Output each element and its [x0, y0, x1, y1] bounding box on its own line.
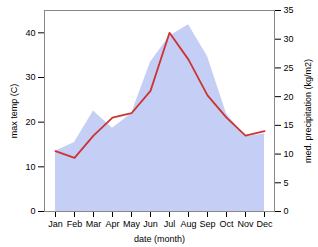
svg-text:Dec: Dec	[256, 219, 273, 229]
svg-text:Jun: Jun	[143, 219, 158, 229]
svg-text:Oct: Oct	[219, 219, 234, 229]
svg-text:date (month): date (month)	[134, 234, 185, 244]
svg-text:Mar: Mar	[86, 219, 102, 229]
svg-text:0: 0	[30, 206, 35, 216]
svg-text:20: 20	[284, 92, 294, 102]
svg-text:20: 20	[25, 117, 35, 127]
svg-text:max temp (C): max temp (C)	[9, 84, 19, 139]
svg-text:10: 10	[284, 149, 294, 159]
svg-text:40: 40	[25, 28, 35, 38]
svg-text:30: 30	[25, 72, 35, 82]
svg-text:35: 35	[284, 5, 294, 15]
svg-text:15: 15	[284, 120, 294, 130]
svg-text:0: 0	[284, 206, 289, 216]
svg-text:Jul: Jul	[164, 219, 176, 229]
svg-text:Aug: Aug	[180, 219, 196, 229]
svg-text:25: 25	[284, 63, 294, 73]
svg-text:Sep: Sep	[199, 219, 215, 229]
svg-text:10: 10	[25, 162, 35, 172]
svg-text:med. precipitation (kg/m2): med. precipitation (kg/m2)	[303, 59, 313, 163]
svg-text:30: 30	[284, 34, 294, 44]
svg-text:Apr: Apr	[105, 219, 119, 229]
svg-text:Jan: Jan	[48, 219, 63, 229]
svg-text:May: May	[123, 219, 141, 229]
svg-text:5: 5	[284, 178, 289, 188]
svg-text:Feb: Feb	[67, 219, 83, 229]
svg-text:Nov: Nov	[237, 219, 254, 229]
